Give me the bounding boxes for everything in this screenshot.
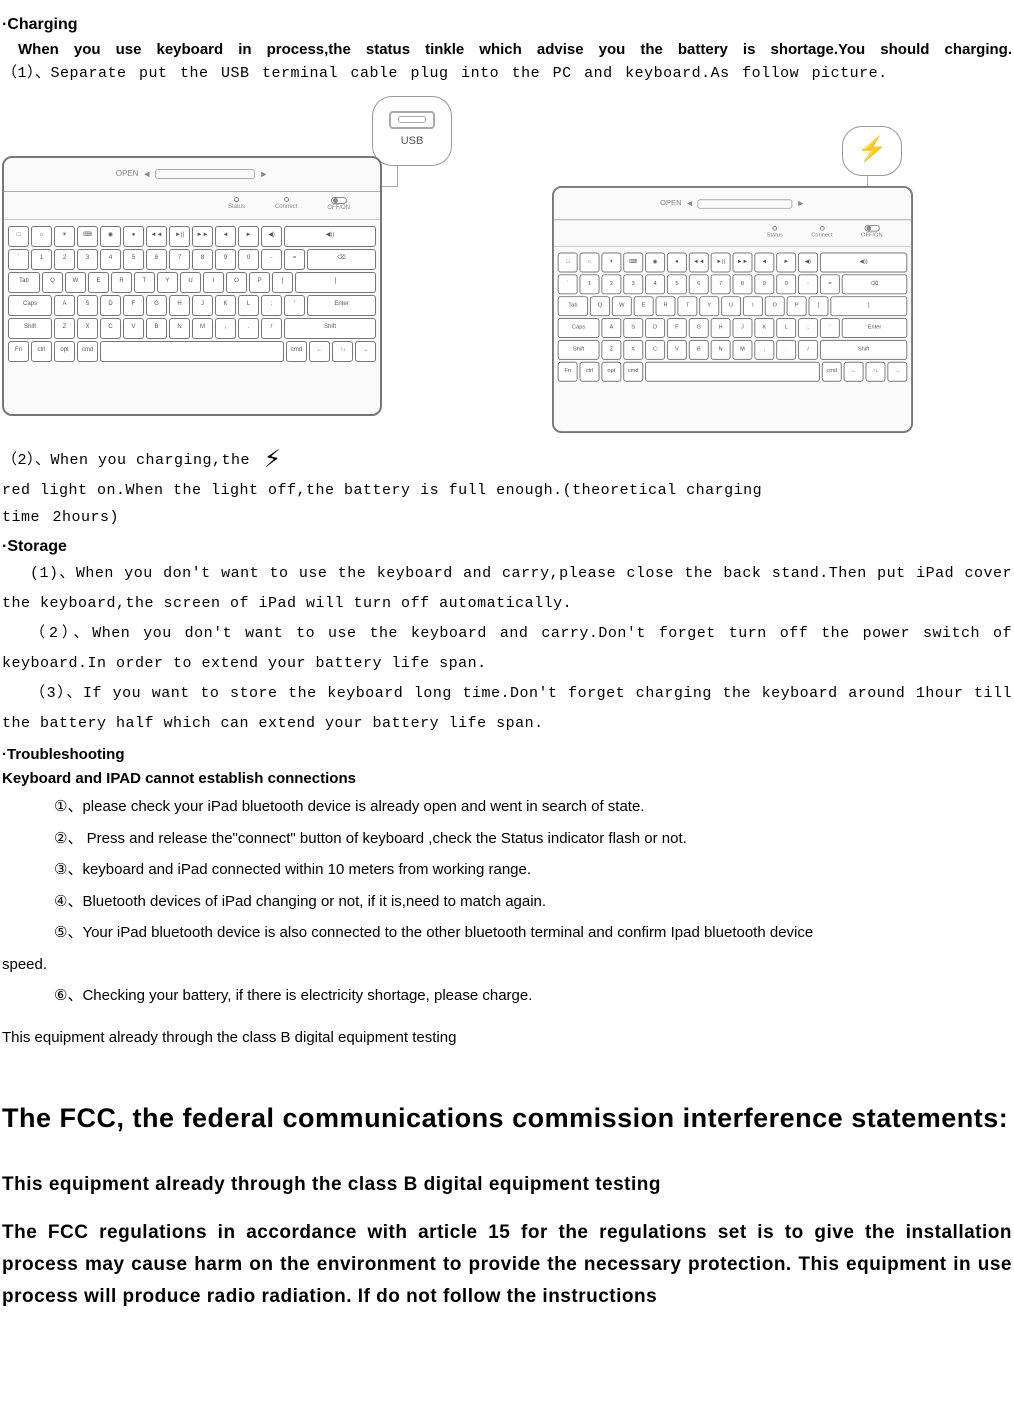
- usb-label: USB: [401, 133, 424, 151]
- keyboard-keys: □☼☀⌨◉●◄◄►||►►◄►◀)◀)) `1234567890-=⌫ TabQ…: [554, 246, 911, 387]
- keyboard-keys: □☼☀⌨◉●◄◄►||►►◄►◀)◀)) `1234567890-=⌫ TabQ…: [4, 220, 380, 368]
- keyboard-hinge: OPEN ◄ ►: [554, 187, 911, 219]
- storage-heading: ·Storage: [2, 534, 1012, 560]
- ts-item-1: ①、please check your iPad bluetooth devic…: [54, 791, 1012, 823]
- keyboard-status-row: Status Connect OFF/ON: [4, 192, 380, 220]
- open-label: OPEN: [660, 197, 682, 209]
- bolt-icon: ⚡: [857, 131, 887, 169]
- status-indicator: Status: [767, 225, 783, 240]
- usb-port-icon: [389, 111, 435, 129]
- keyboard-body-right: OPEN ◄ ► Status Connect OFF/ON □☼☀⌨◉●◄◄►…: [552, 186, 913, 433]
- ts-item-5b: speed.: [2, 949, 1012, 981]
- ts-after: This equipment already through the class…: [2, 1022, 1012, 1054]
- troubleshooting-heading: ·Troubleshooting: [2, 743, 1012, 767]
- charging-step2-line1: （2）、When you charging,the ⚡ red light on…: [2, 446, 1012, 506]
- ts-item-6: ⑥、Checking your battery, if there is ele…: [54, 980, 1012, 1012]
- connect-indicator: Connect: [275, 197, 297, 213]
- keyboard-figure-left: USB OPEN ◄ ► Status Connect OFF/ON □☼☀⌨◉…: [2, 96, 402, 426]
- ts-item-5a: ⑤、Your iPad bluetooth device is also con…: [54, 917, 1012, 949]
- ts-item-4: ④、Bluetooth devices of iPad changing or …: [54, 886, 1012, 918]
- step2-part1: （2）、When you charging,the: [2, 446, 250, 476]
- callout-line: [397, 166, 398, 186]
- figure-row: USB OPEN ◄ ► Status Connect OFF/ON □☼☀⌨◉…: [2, 96, 1012, 426]
- step2-part2: red light on.When the light off,the batt…: [2, 476, 762, 506]
- keyboard-figure-right: ⚡ OPEN ◄ ► Status Connect OFF/ON □☼☀⌨◉●◄…: [522, 96, 922, 426]
- usb-callout: USB: [372, 96, 452, 166]
- power-switch: OFF/ON: [861, 225, 883, 241]
- charging-heading: ·Charging: [2, 12, 1012, 38]
- fcc-sub: This equipment already through the class…: [2, 1170, 1012, 1200]
- charging-intro: When you use keyboard in process,the sta…: [18, 38, 1012, 62]
- status-indicator: Status: [228, 197, 245, 213]
- storage-s1: (1)、When you don't want to use the keybo…: [2, 559, 1012, 619]
- fcc-title: The FCC, the federal communications comm…: [2, 1097, 1012, 1140]
- keyboard-hinge: OPEN ◄ ►: [4, 158, 380, 192]
- charging-bolt-callout: ⚡: [842, 126, 902, 176]
- fcc-body: The FCC regulations in accordance with a…: [2, 1217, 1012, 1314]
- connect-indicator: Connect: [811, 225, 832, 240]
- storage-s3: （3）、If you want to store the keyboard lo…: [2, 679, 1012, 739]
- ts-item-2: ②、 Press and release the"connect" button…: [54, 823, 1012, 855]
- keyboard-status-row: Status Connect OFF/ON: [554, 220, 911, 247]
- charging-step1: （1）、Separate put the USB terminal cable …: [2, 62, 1012, 86]
- inline-bolt-icon: ⚡: [264, 447, 281, 475]
- keyboard-body-left: OPEN ◄ ► Status Connect OFF/ON □☼☀⌨◉●◄◄►…: [2, 156, 382, 416]
- storage-s2: （2）、When you don't want to use the keybo…: [2, 619, 1012, 679]
- troubleshooting-sub: Keyboard and IPAD cannot establish conne…: [2, 767, 1012, 791]
- open-label: OPEN: [116, 168, 139, 181]
- charging-step2-line2: time 2hours): [2, 506, 1012, 530]
- power-switch: OFF/ON: [327, 197, 350, 214]
- ts-item-3: ③、keyboard and iPad connected within 10 …: [54, 854, 1012, 886]
